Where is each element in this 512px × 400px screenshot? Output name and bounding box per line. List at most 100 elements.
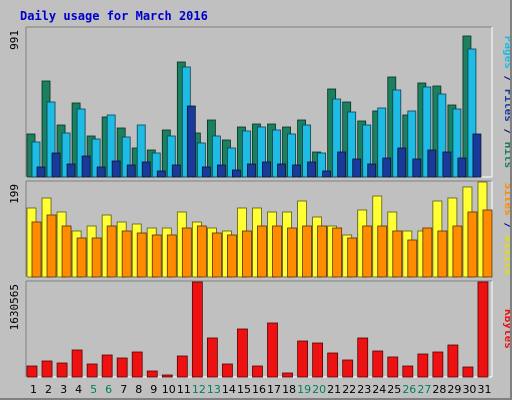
bar-pages-day-6 (111, 160, 121, 178)
panel-visits-side-label: Sites / Visits (502, 183, 510, 276)
x-tick-day-10: 10 (162, 383, 176, 396)
bar-pages-day-10 (171, 164, 181, 178)
x-tick-day-14: 14 (222, 383, 236, 396)
bar-sites-day-20 (317, 225, 328, 278)
x-tick-day-6: 6 (105, 383, 112, 396)
x-tick-day-31: 31 (477, 383, 491, 396)
series-pages (36, 105, 482, 178)
panel-hits-label-part-1: / (502, 69, 510, 89)
bar-sites-day-13 (211, 232, 222, 278)
panel-hits-label-part-4: Hits (502, 142, 510, 169)
bar-files-day-29 (452, 108, 462, 178)
bar-kbytes-day-25 (387, 356, 399, 378)
x-tick-day-17: 17 (267, 383, 281, 396)
x-tick-day-9: 9 (150, 383, 157, 396)
x-tick-day-27: 27 (417, 383, 431, 396)
bar-sites-day-27 (422, 227, 433, 278)
bar-kbytes-day-12 (191, 281, 203, 378)
x-tick-day-5: 5 (90, 383, 97, 396)
bar-files-day-27 (422, 86, 432, 178)
bar-sites-day-21 (332, 227, 343, 278)
panel-visits: 199 Sites / Visits (8, 180, 510, 278)
x-tick-day-23: 23 (357, 383, 371, 396)
panel-visits-label-part-2: Visits (502, 236, 510, 276)
x-tick-day-15: 15 (237, 383, 251, 396)
bar-files-day-18 (287, 133, 296, 178)
bar-kbytes-day-6 (101, 354, 113, 378)
bar-sites-day-25 (392, 230, 403, 278)
x-tick-day-21: 21 (327, 383, 341, 396)
bar-files-day-1 (31, 141, 41, 178)
bar-sites-day-31 (482, 209, 493, 278)
bar-pages-day-2 (51, 152, 61, 178)
bar-kbytes-day-13 (206, 337, 218, 378)
bar-kbytes-day-2 (41, 360, 53, 378)
bar-kbytes-day-24 (372, 350, 384, 378)
bar-pages-day-21 (337, 151, 347, 178)
bar-kbytes-day-4 (71, 349, 83, 378)
bar-pages-day-29 (457, 157, 467, 178)
bar-sites-day-14 (227, 234, 237, 278)
bar-files-day-23 (362, 124, 372, 178)
bar-sites-day-16 (257, 225, 267, 278)
bar-files-day-8 (136, 124, 146, 178)
bar-sites-day-4 (76, 237, 87, 278)
bar-kbytes-day-11 (176, 355, 188, 378)
bar-sites-day-18 (287, 227, 297, 278)
bar-files-day-28 (437, 93, 447, 178)
bar-sites-day-9 (151, 234, 162, 278)
bar-sites-day-29 (452, 225, 463, 278)
bar-sites-day-5 (91, 237, 102, 278)
panel-visits-label-part-1: / (502, 216, 510, 236)
bar-pages-day-20 (322, 170, 332, 178)
bar-sites-day-11 (181, 227, 192, 278)
bar-files-day-22 (347, 111, 357, 178)
x-tick-day-13: 13 (207, 383, 221, 396)
x-tick-day-7: 7 (120, 383, 127, 396)
x-tick-day-4: 4 (75, 383, 82, 396)
x-tick-day-2: 2 (45, 383, 52, 396)
panel-visits-label-part-0: Sites (502, 183, 510, 216)
bar-kbytes-day-31 (477, 281, 489, 378)
bar-sites-day-17 (272, 225, 282, 278)
bar-sites-day-15 (242, 230, 252, 278)
panel-hits-side-label: Pages / Files / Hits (502, 36, 510, 169)
bar-kbytes-day-27 (417, 353, 429, 378)
chart-panels: 991 Pages / Files / Hits 199 Sites / Visits… (8, 26, 510, 378)
panel-kbytes-side-label: KBytes (502, 309, 510, 349)
x-tick-day-22: 22 (342, 383, 356, 396)
bar-files-day-2 (46, 101, 56, 178)
bar-files-day-7 (121, 136, 131, 178)
bar-sites-day-28 (437, 230, 448, 278)
series-kbytes (26, 281, 489, 378)
bar-files-day-5 (91, 138, 101, 178)
bar-kbytes-day-15 (237, 328, 248, 378)
x-tick-day-11: 11 (177, 383, 191, 396)
bar-files-day-26 (407, 110, 417, 178)
bar-pages-day-28 (442, 151, 452, 178)
panel-kbytes-ytick: 1630565 (8, 284, 21, 330)
bar-kbytes-day-23 (357, 337, 369, 378)
x-tick-day-24: 24 (372, 383, 386, 396)
x-axis-labels: 1 2 3 4 5 6 7 8 9 10 11 12 13 14 15 16 17 18 19 20 21 22 23 24 2… (30, 383, 491, 396)
bar-kbytes-day-22 (342, 359, 354, 378)
panel-visits-ytick: 199 (8, 184, 21, 204)
bar-sites-day-23 (362, 225, 373, 278)
x-tick-day-19: 19 (297, 383, 311, 396)
bar-files-day-6 (106, 114, 116, 178)
bar-files-day-3 (61, 132, 71, 178)
bar-pages-day-4 (81, 155, 91, 178)
bar-files-day-25 (392, 89, 402, 178)
bar-files-day-14 (227, 147, 236, 178)
bar-kbytes-day-3 (56, 362, 68, 378)
bar-files-day-13 (211, 135, 221, 178)
bar-sites-day-2 (46, 214, 57, 278)
bar-pages-day-8 (141, 161, 151, 178)
bar-pages-day-24 (382, 157, 392, 178)
bar-kbytes-day-20 (312, 342, 324, 378)
chart-title: Daily usage for March 2016 (20, 9, 208, 23)
bar-kbytes-day-18 (282, 372, 293, 378)
bar-files-day-17 (272, 129, 281, 178)
bar-files-day-10 (166, 135, 176, 178)
